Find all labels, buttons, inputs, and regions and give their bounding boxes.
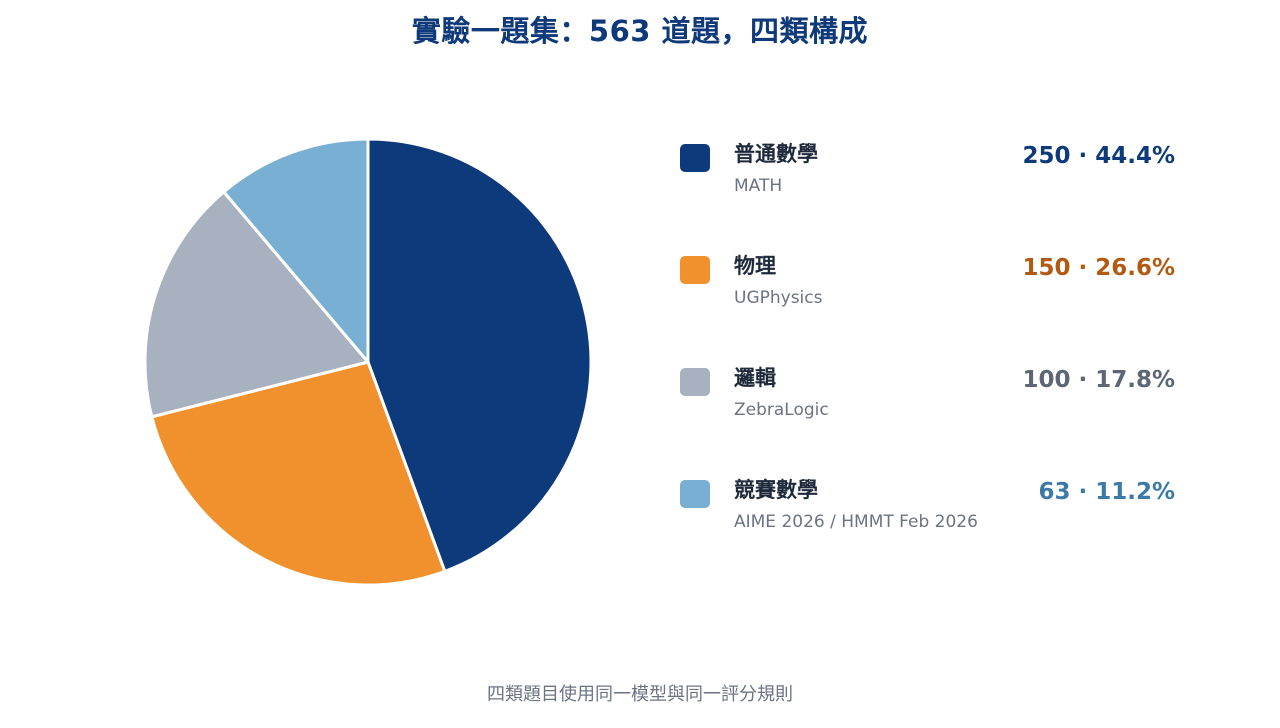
legend-item-math: 普通數學 MATH 250 · 44.4% (680, 138, 1180, 228)
footnote: 四類題目使用同一模型與同一評分規則 (0, 680, 1280, 706)
legend-sublabel: UGPhysics (734, 288, 823, 308)
legend-item-physics: 物理 UGPhysics 150 · 26.6% (680, 250, 1180, 340)
legend-label: 物理 (734, 250, 776, 280)
legend-swatch (680, 256, 710, 284)
legend-swatch (680, 368, 710, 396)
legend-value: 100 · 17.8% (1022, 367, 1175, 393)
legend-sublabel: MATH (734, 176, 782, 196)
legend-label: 普通數學 (734, 138, 818, 168)
legend-value: 150 · 26.6% (1022, 255, 1175, 281)
legend-item-logic: 邏輯 ZebraLogic 100 · 17.8% (680, 362, 1180, 452)
legend-sublabel: AIME 2026 / HMMT Feb 2026 (734, 512, 978, 532)
pie-chart (0, 0, 640, 680)
legend-value: 250 · 44.4% (1022, 143, 1175, 169)
legend-label: 競賽數學 (734, 474, 818, 504)
legend-value: 63 · 11.2% (1038, 479, 1175, 505)
legend-swatch (680, 480, 710, 508)
legend-label: 邏輯 (734, 362, 776, 392)
legend-item-competition: 競賽數學 AIME 2026 / HMMT Feb 2026 63 · 11.2… (680, 474, 1180, 564)
legend-sublabel: ZebraLogic (734, 400, 829, 420)
legend-swatch (680, 144, 710, 172)
